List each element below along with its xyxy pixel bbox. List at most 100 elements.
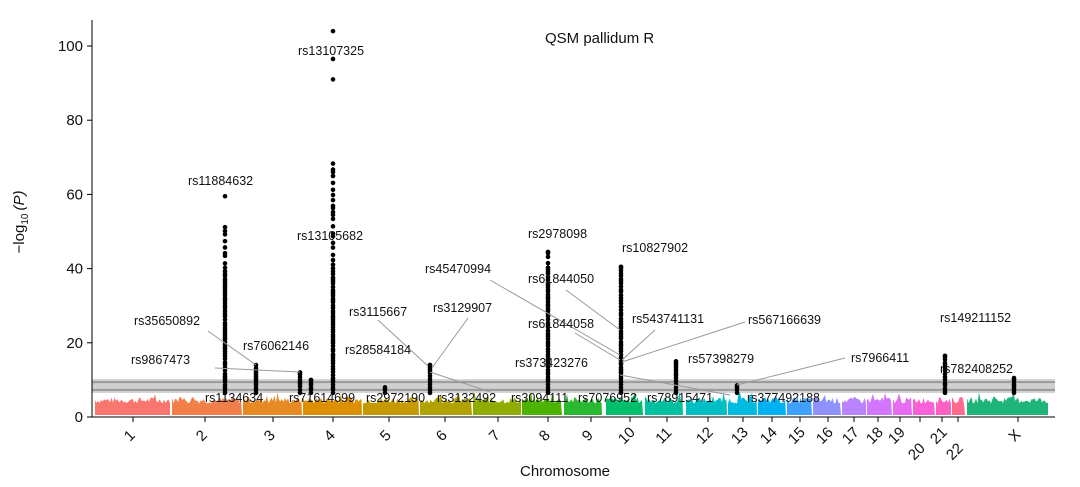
x-tick-label-7: 7: [486, 427, 504, 445]
x-tick-label-5: 5: [377, 427, 395, 445]
snp-point: [673, 388, 679, 394]
snp-point: [618, 307, 624, 313]
snp-label-rs13105682: rs13105682: [297, 229, 363, 243]
snp-point: [222, 360, 228, 365]
peak-chr3: [297, 370, 303, 396]
snp-point: [673, 385, 679, 390]
peak-chr8: [545, 249, 551, 396]
chromosome-10-signal: [606, 392, 643, 415]
snp-point: [222, 228, 228, 234]
chromosome-19-signal: [893, 393, 912, 415]
chromosome-1-signal: [95, 394, 170, 415]
snp-point: [427, 362, 433, 368]
snp-point: [330, 197, 336, 203]
snp-point: [618, 284, 624, 289]
peak-chr12: [734, 383, 740, 396]
snp-point: [545, 320, 551, 326]
snp-label-rs3115667: rs3115667: [349, 305, 407, 319]
peak-chr3: [308, 377, 314, 396]
peak-chr2: [222, 193, 228, 396]
snp-point: [618, 316, 624, 322]
x-tick-label-12: 12: [693, 424, 717, 448]
snp-label-rs45470994: rs45470994: [425, 262, 491, 276]
snp-label-rs2972190: rs2972190: [366, 391, 425, 405]
snp-point: [618, 264, 624, 270]
snp-point: [618, 365, 624, 370]
leader-line: [619, 374, 731, 396]
snp-point: [330, 266, 336, 271]
snp-point: [618, 329, 624, 334]
snp-point: [330, 372, 336, 378]
snp-point: [222, 224, 228, 230]
snp-label-rs71614699: rs71614699: [289, 391, 355, 405]
snp-label-rs7966411: rs7966411: [851, 351, 909, 365]
chart-title: QSM pallidum R: [545, 30, 654, 47]
snp-point: [308, 377, 314, 383]
snp-label-rs9867473: rs9867473: [131, 353, 190, 367]
peak-chr5: [382, 385, 388, 396]
y-tick-label: 0: [75, 409, 83, 426]
snp-point: [330, 269, 336, 274]
snp-point: [618, 276, 624, 282]
snp-point: [942, 360, 948, 366]
snp-point: [382, 385, 388, 390]
snp-point: [330, 252, 336, 258]
snp-point: [330, 224, 336, 229]
snp-label-rs78915471: rs78915471: [647, 391, 713, 405]
snp-label-rs61844058: rs61844058: [528, 317, 594, 331]
snp-label-rs2978098: rs2978098: [528, 227, 587, 241]
snp-point: [942, 371, 948, 377]
snp-label-rs10827902: rs10827902: [622, 241, 688, 255]
snp-label-rs149211152: rs149211152: [940, 311, 1011, 325]
snp-point: [942, 353, 948, 359]
snp-point: [330, 203, 336, 209]
leader-line: [429, 371, 491, 393]
leader-line: [489, 279, 621, 356]
snp-point: [222, 250, 228, 256]
snp-point: [222, 265, 228, 271]
snp-label-rs28584184: rs28584184: [345, 343, 411, 357]
x-tick-label-3: 3: [261, 427, 279, 445]
chromosome-15-signal: [787, 397, 812, 415]
y-tick-label: 40: [66, 261, 83, 278]
x-tick-label-2: 2: [193, 427, 211, 445]
x-tick-label-15: 15: [785, 424, 809, 448]
peak-chr20: [942, 353, 948, 396]
snp-point: [222, 268, 228, 274]
peak-points: [222, 28, 1017, 396]
x-tick-label-10: 10: [615, 424, 639, 448]
snp-point: [330, 161, 336, 166]
snp-point: [222, 317, 228, 322]
snp-label-rs11884632: rs11884632: [188, 174, 253, 188]
snp-label-rs35650892: rs35650892: [134, 314, 200, 328]
leader-line: [207, 330, 257, 366]
snp-labels: rs13107325 rs11884632 rs13105682 rs2978098 r…: [131, 44, 1013, 405]
chromosome-22-signal: [952, 397, 965, 415]
snp-label-rs3132492: rs3132492: [437, 391, 496, 405]
leader-line: [736, 357, 846, 386]
snp-point: [545, 249, 551, 255]
x-tick-label-13: 13: [728, 424, 752, 448]
snp-point: [618, 304, 624, 309]
x-tick-label-1: 1: [121, 427, 139, 445]
y-tick-label: 20: [66, 335, 83, 352]
snp-label-rs1134634: rs1134634: [205, 391, 263, 405]
x-tick-label-11: 11: [652, 424, 675, 447]
chromosome-5-signal: [363, 397, 419, 415]
chromosome-8-signal: [522, 391, 562, 415]
x-axis-label: Chromosome: [520, 463, 610, 480]
x-tick-label-8: 8: [536, 427, 554, 445]
snp-point: [222, 320, 228, 326]
snp-label-rs61844050: rs61844050: [528, 272, 594, 286]
snp-point: [330, 180, 336, 186]
snp-point: [330, 275, 336, 280]
snp-point: [1011, 375, 1017, 381]
chromosome-18-signal: [867, 392, 892, 415]
chromosome-21-signal: [936, 397, 951, 415]
snp-point: [330, 346, 336, 352]
snp-point: [308, 390, 314, 396]
y-tick-label: 80: [66, 112, 83, 129]
chromosome-6-signal: [420, 393, 472, 415]
snp-point: [222, 245, 228, 250]
snp-point: [330, 352, 336, 357]
